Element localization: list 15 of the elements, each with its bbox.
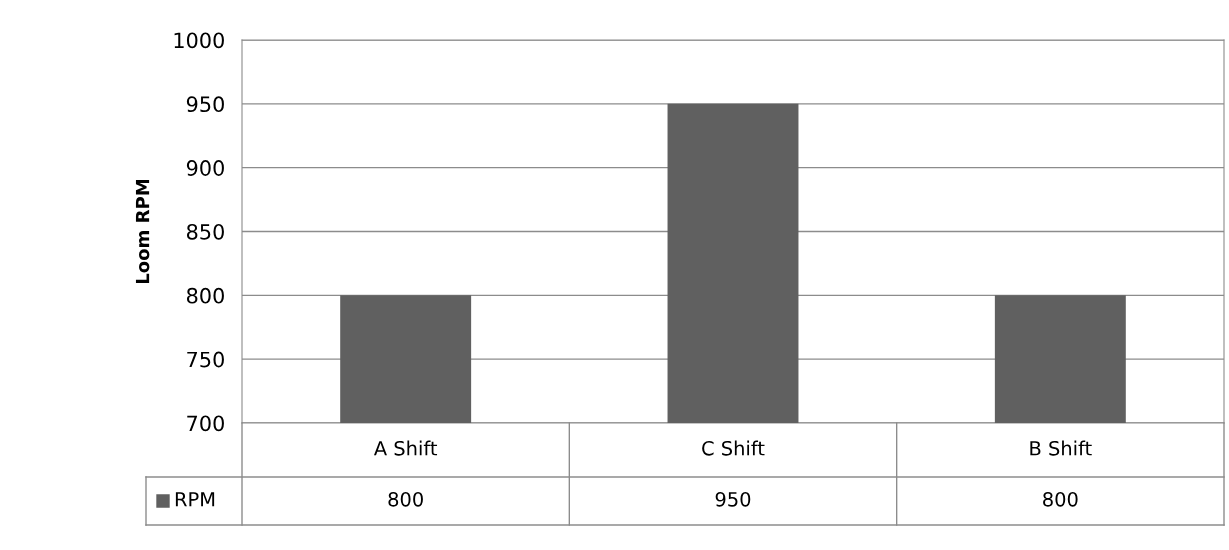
data-label: 800 (1043, 491, 1078, 507)
x-tick-label: C Shift (702, 440, 765, 456)
x-tick-label: B Shift (1030, 440, 1092, 456)
y-tick-label: 750 (187, 351, 224, 368)
y-tick-label: 850 (186, 223, 224, 240)
y-tick-label: 700 (187, 415, 224, 432)
y-axis-title: Loom RPM (135, 179, 150, 284)
x-tick-label: A Shift (373, 440, 438, 456)
y-tick-label: 1000 (174, 32, 224, 49)
data-label: 950 (715, 491, 751, 507)
y-tick-label: 800 (186, 287, 224, 304)
legend-label: RPM (175, 492, 215, 507)
y-tick-label: 950 (186, 96, 224, 113)
data-label: 800 (388, 491, 423, 507)
y-tick-label: 900 (186, 160, 224, 176)
